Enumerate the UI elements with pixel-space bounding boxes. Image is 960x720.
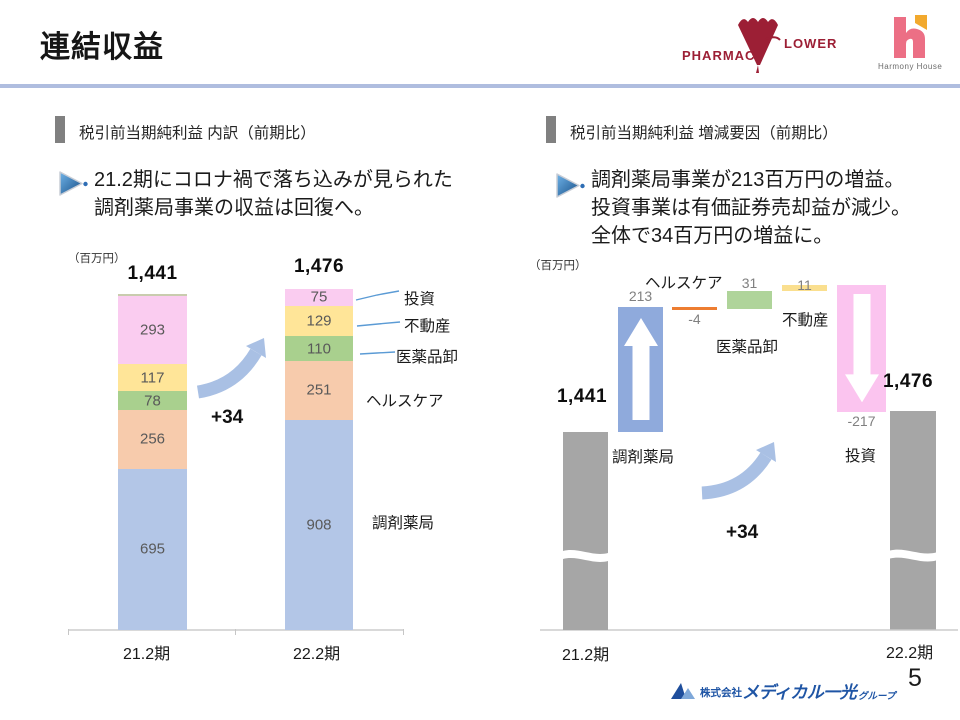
step-label-fudousan: 不動産 xyxy=(782,312,829,329)
series-label-chouzai: 調剤薬局 xyxy=(372,515,435,532)
right-bullet-text: 調剤薬局事業が213百万円の増益。 投資事業は有価証券売却益が減少。 全体で34… xyxy=(591,166,911,250)
white-up-arrow xyxy=(623,318,658,420)
footer-company-suffix: グループ xyxy=(858,691,896,702)
page-number: 5 xyxy=(908,664,922,692)
waterfall-end-bar xyxy=(889,411,936,630)
left-section-marker xyxy=(55,116,65,143)
right-bullet-line1: 調剤薬局事業が213百万円の増益。 xyxy=(591,169,905,191)
segment-value: 256 xyxy=(139,430,166,448)
waterfall-value: -217 xyxy=(847,413,876,430)
right-x-label-2: 22.2期 xyxy=(886,645,934,662)
step-label-iyakuhin: 医薬品卸 xyxy=(716,339,779,356)
bar-segment xyxy=(118,468,187,630)
white-down-arrow xyxy=(844,293,879,403)
bar-segment xyxy=(285,419,353,630)
segment-value: 117 xyxy=(140,369,165,387)
left-x-label-1: 21.2期 xyxy=(123,646,171,663)
series-label-iyakuhin: 医薬品卸 xyxy=(396,349,459,366)
waterfall-value: 11 xyxy=(797,276,812,293)
bar-segment xyxy=(285,305,353,336)
segment-value: 695 xyxy=(139,540,166,558)
flower-icon xyxy=(738,18,781,73)
harmony-house-caption: Harmony House xyxy=(878,62,943,71)
arrow-bullet-icon xyxy=(556,173,585,198)
segment-value: 78 xyxy=(144,392,161,410)
footer-company-prefix: 株式会社 xyxy=(700,687,742,699)
right-delta-label: +34 xyxy=(726,522,759,543)
pharmacy-flower-text-right: LOWER xyxy=(784,36,838,51)
right-bullet-line3: 全体で34百万円の増益に。 xyxy=(591,225,834,247)
bar-segment xyxy=(285,361,353,420)
step-label-healthcare: ヘルスケア xyxy=(645,275,723,292)
pharmacy-flower-text-left: PHARMAC xyxy=(682,48,756,63)
axis-tick xyxy=(68,629,69,635)
footer-company-name: メディカル一光 xyxy=(742,683,857,702)
left-x-label-2: 22.2期 xyxy=(293,646,341,663)
footer-logo: 株式会社 メディカル一光 グループ xyxy=(670,676,898,704)
right-chart-unit: （百万円） xyxy=(529,260,587,272)
segment-value: 75 xyxy=(310,288,328,306)
left-bullet-line1: 21.2期にコロナ禍で落ち込みが見られた xyxy=(94,169,453,191)
right-bullet-line2: 投資事業は有価証券売却益が減少。 xyxy=(591,197,911,219)
axis-tick xyxy=(403,629,404,635)
bar-segment xyxy=(118,296,187,365)
waterfall-step xyxy=(782,284,827,292)
right-section-title: 税引前当期純利益 増減要因（前期比） xyxy=(570,125,838,142)
harmony-house-icon xyxy=(894,15,927,58)
connector-line xyxy=(359,351,396,355)
segment-value: 293 xyxy=(139,321,166,339)
curved-up-arrow xyxy=(701,442,776,500)
footer-logo-icon xyxy=(671,683,695,699)
left-chart-unit: （百万円） xyxy=(68,253,126,265)
step-label-toushi: 投資 xyxy=(845,448,877,465)
waterfall-start-bar xyxy=(563,432,608,630)
axis-tick xyxy=(235,629,236,635)
left-bullet-line2: 調剤薬局事業の収益は回復へ。 xyxy=(94,197,374,219)
pharmacy-flower-logo: PHARMAC LOWER xyxy=(680,8,845,74)
series-label-fudousan: 不動産 xyxy=(404,318,451,335)
right-x-axis xyxy=(540,629,958,631)
bar-segment xyxy=(118,364,187,392)
bar-top-edge xyxy=(118,293,187,297)
harmony-house-logo: Harmony House xyxy=(878,14,944,78)
segment-value: 908 xyxy=(306,516,332,534)
arrow-bullet-icon xyxy=(59,171,88,196)
curved-up-arrow xyxy=(196,338,266,399)
segment-value: 129 xyxy=(306,312,332,330)
waterfall-start-total: 1,441 xyxy=(556,386,608,407)
waterfall-value: 31 xyxy=(741,275,758,292)
left-x-axis xyxy=(68,629,404,631)
connector-line xyxy=(355,290,400,301)
waterfall-end-total: 1,476 xyxy=(882,371,934,392)
segment-value: 251 xyxy=(306,381,332,399)
step-label-chouzai: 調剤薬局 xyxy=(612,449,675,466)
right-x-label-1: 21.2期 xyxy=(562,647,610,664)
waterfall-step xyxy=(727,291,772,310)
total-label: 1,476 xyxy=(293,255,345,277)
bar-segment xyxy=(118,409,187,469)
series-label-toushi: 投資 xyxy=(404,291,436,308)
bar-segment xyxy=(118,391,187,410)
left-bullet-text: 21.2期にコロナ禍で落ち込みが見られた 調剤薬局事業の収益は回復へ。 xyxy=(94,166,453,222)
waterfall-value: -4 xyxy=(688,311,701,327)
header-divider xyxy=(0,84,960,88)
waterfall-value: 213 xyxy=(628,288,653,304)
waterfall-step xyxy=(672,307,717,310)
total-label: 1,441 xyxy=(127,263,178,285)
bar-segment xyxy=(285,288,353,306)
left-section-title: 税引前当期純利益 内訳（前期比） xyxy=(79,125,316,142)
connector-line xyxy=(356,321,401,327)
page-title: 連結収益 xyxy=(40,31,164,64)
segment-value: 110 xyxy=(307,340,331,358)
left-delta-label: +34 xyxy=(211,407,244,428)
bar-segment xyxy=(285,335,353,362)
right-section-marker xyxy=(546,116,556,143)
series-label-healthcare: ヘルスケア xyxy=(366,393,444,410)
